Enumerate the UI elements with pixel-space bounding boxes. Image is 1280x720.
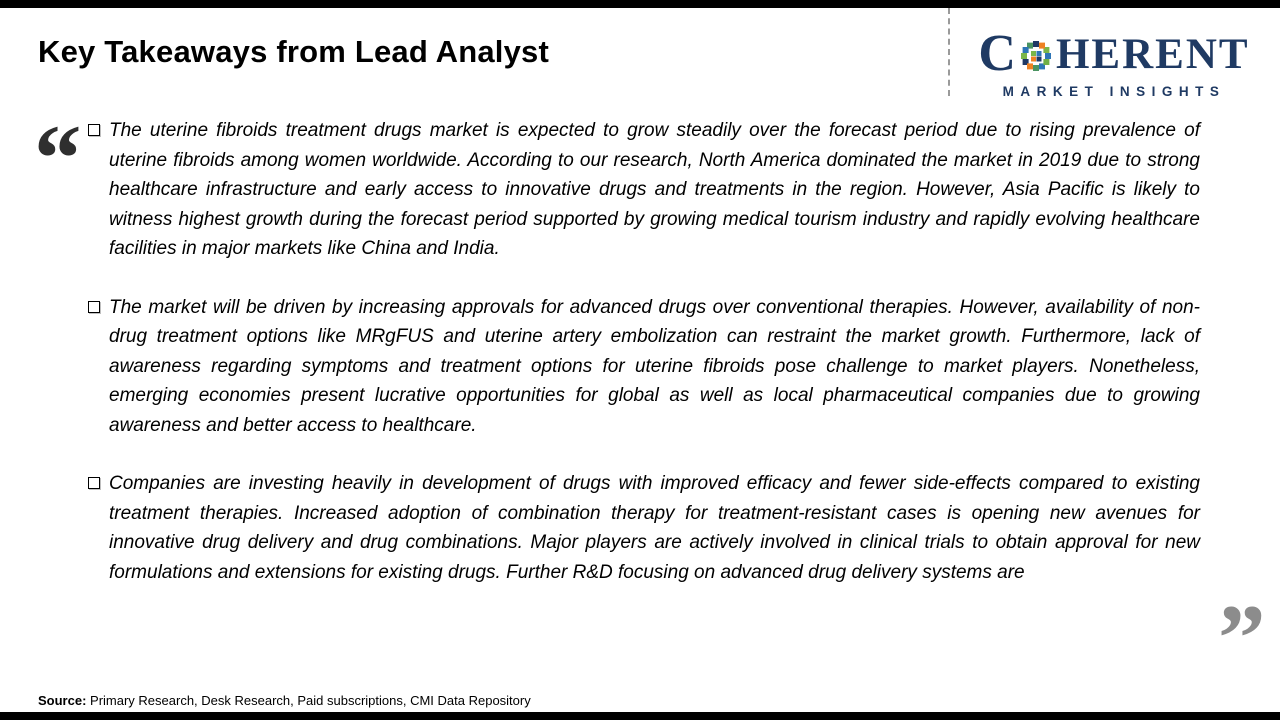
takeaways-list: The uterine fibroids treatment drugs mar… (88, 116, 1200, 587)
takeaway-text: Companies are investing heavily in devel… (109, 473, 1200, 583)
source-line: Source: Primary Research, Desk Research,… (38, 693, 531, 708)
source-text: Primary Research, Desk Research, Paid su… (86, 693, 531, 708)
coherent-market-insights-logo: C HERENT MARKET INSIGHTS (966, 28, 1262, 100)
logo-wordmark: C HERENT (966, 28, 1262, 80)
page-title: Key Takeaways from Lead Analyst (38, 34, 550, 69)
list-item: The market will be driven by increasing … (88, 293, 1200, 441)
checkbox-bullet-icon (88, 124, 100, 136)
open-quote-icon: “ (34, 105, 82, 211)
source-label: Source: (38, 693, 87, 708)
checkbox-bullet-icon (88, 477, 100, 489)
top-border-bar (0, 0, 1280, 8)
close-quote-icon: ” (1218, 585, 1266, 691)
list-item: Companies are investing heavily in devel… (88, 469, 1200, 587)
logo-letter-c: C (978, 25, 1016, 82)
checkbox-bullet-icon (88, 300, 100, 313)
takeaway-text: The market will be driven by increasing … (109, 296, 1200, 436)
logo-dashed-divider (948, 8, 950, 96)
mosaic-globe-icon (1020, 41, 1051, 71)
logo-letters-herent: HERENT (1055, 30, 1250, 78)
list-item: The uterine fibroids treatment drugs mar… (88, 116, 1200, 264)
bottom-border-bar (0, 712, 1280, 720)
takeaway-text: The uterine fibroids treatment drugs mar… (109, 120, 1200, 259)
logo-subtitle: MARKET INSIGHTS (1002, 84, 1226, 99)
